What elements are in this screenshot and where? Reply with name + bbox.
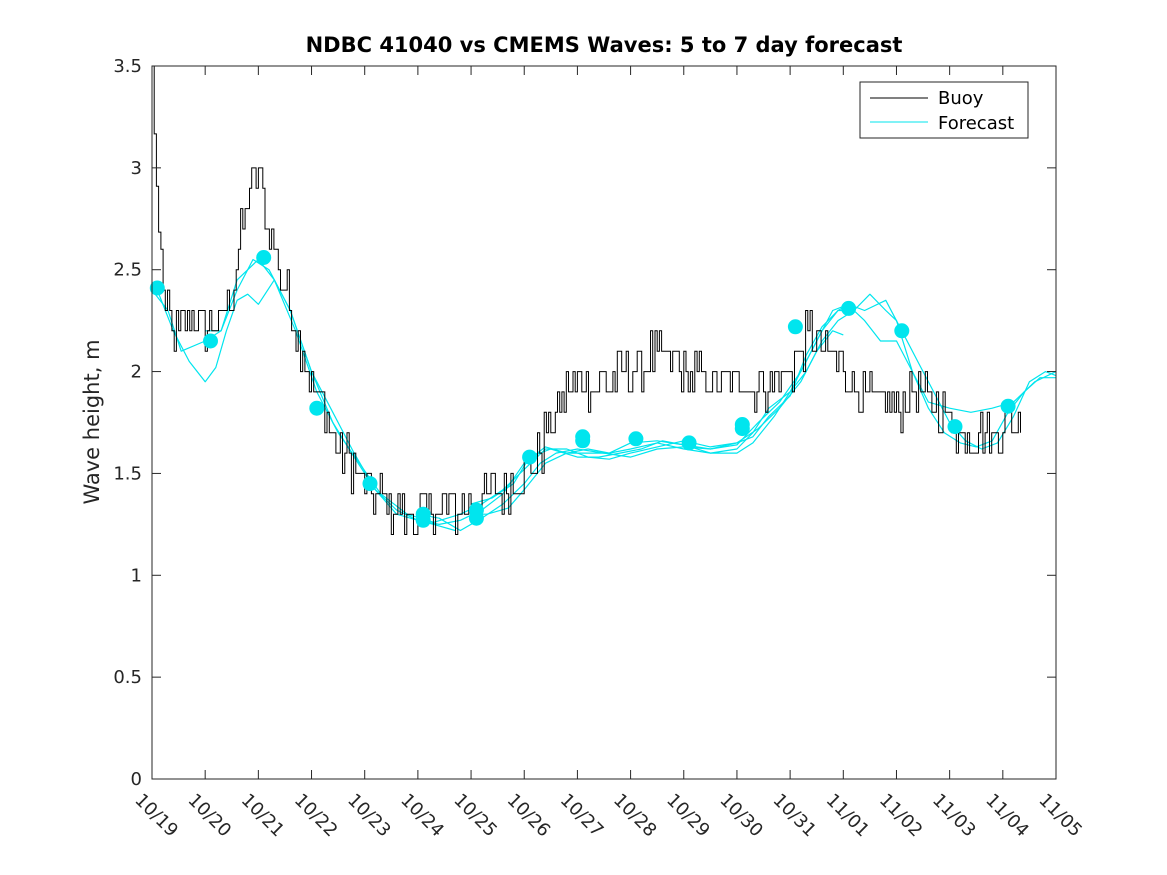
forecast-marker bbox=[894, 323, 910, 339]
y-tick-label: 2 bbox=[131, 362, 142, 383]
forecast-marker bbox=[256, 250, 272, 265]
forecast-marker bbox=[575, 429, 591, 445]
forecast-marker bbox=[468, 502, 484, 518]
legend-box bbox=[859, 81, 1029, 139]
forecast-marker bbox=[787, 319, 803, 335]
forecast-marker bbox=[1000, 398, 1016, 414]
y-tick-label: 1.5 bbox=[113, 463, 142, 484]
y-axis-ticks: 0 0.5 1 1.5 2 2.5 3 3.5 bbox=[113, 56, 1056, 790]
plot-area bbox=[152, 66, 1056, 779]
forecast-marker bbox=[628, 431, 644, 447]
forecast-marker bbox=[947, 419, 963, 435]
plot-frame bbox=[151, 65, 1057, 780]
legend: Buoy Forecast bbox=[859, 81, 1029, 139]
y-tick-label: 1 bbox=[131, 565, 142, 586]
buoy-series-group bbox=[152, 65, 1021, 535]
forecast-marker bbox=[522, 449, 538, 465]
chart-title: NDBC 41040 vs CMEMS Waves: 5 to 7 day fo… bbox=[306, 33, 903, 57]
forecast-marker bbox=[149, 280, 165, 296]
y-tick-label: 0.5 bbox=[113, 667, 142, 688]
y-axis-label: Wave height, m bbox=[80, 339, 104, 504]
forecast-marker bbox=[362, 476, 378, 492]
y-tick-label: 2.5 bbox=[113, 260, 142, 281]
forecast-marker bbox=[681, 435, 697, 451]
forecast-markers-group bbox=[149, 250, 1016, 528]
legend-buoy-label: Buoy bbox=[938, 88, 984, 109]
y-tick-label: 3 bbox=[131, 158, 142, 179]
forecast-marker bbox=[734, 417, 750, 432]
y-tick-label: 0 bbox=[131, 769, 142, 790]
legend-forecast-label: Forecast bbox=[938, 113, 1014, 134]
buoy-line bbox=[152, 65, 1021, 535]
forecast-marker bbox=[309, 400, 325, 416]
forecast-marker bbox=[841, 300, 857, 316]
forecast-marker bbox=[415, 506, 431, 522]
forecast-line-5 bbox=[471, 293, 1057, 515]
forecast-marker bbox=[203, 333, 218, 349]
y-tick-label: 3.5 bbox=[113, 56, 142, 77]
